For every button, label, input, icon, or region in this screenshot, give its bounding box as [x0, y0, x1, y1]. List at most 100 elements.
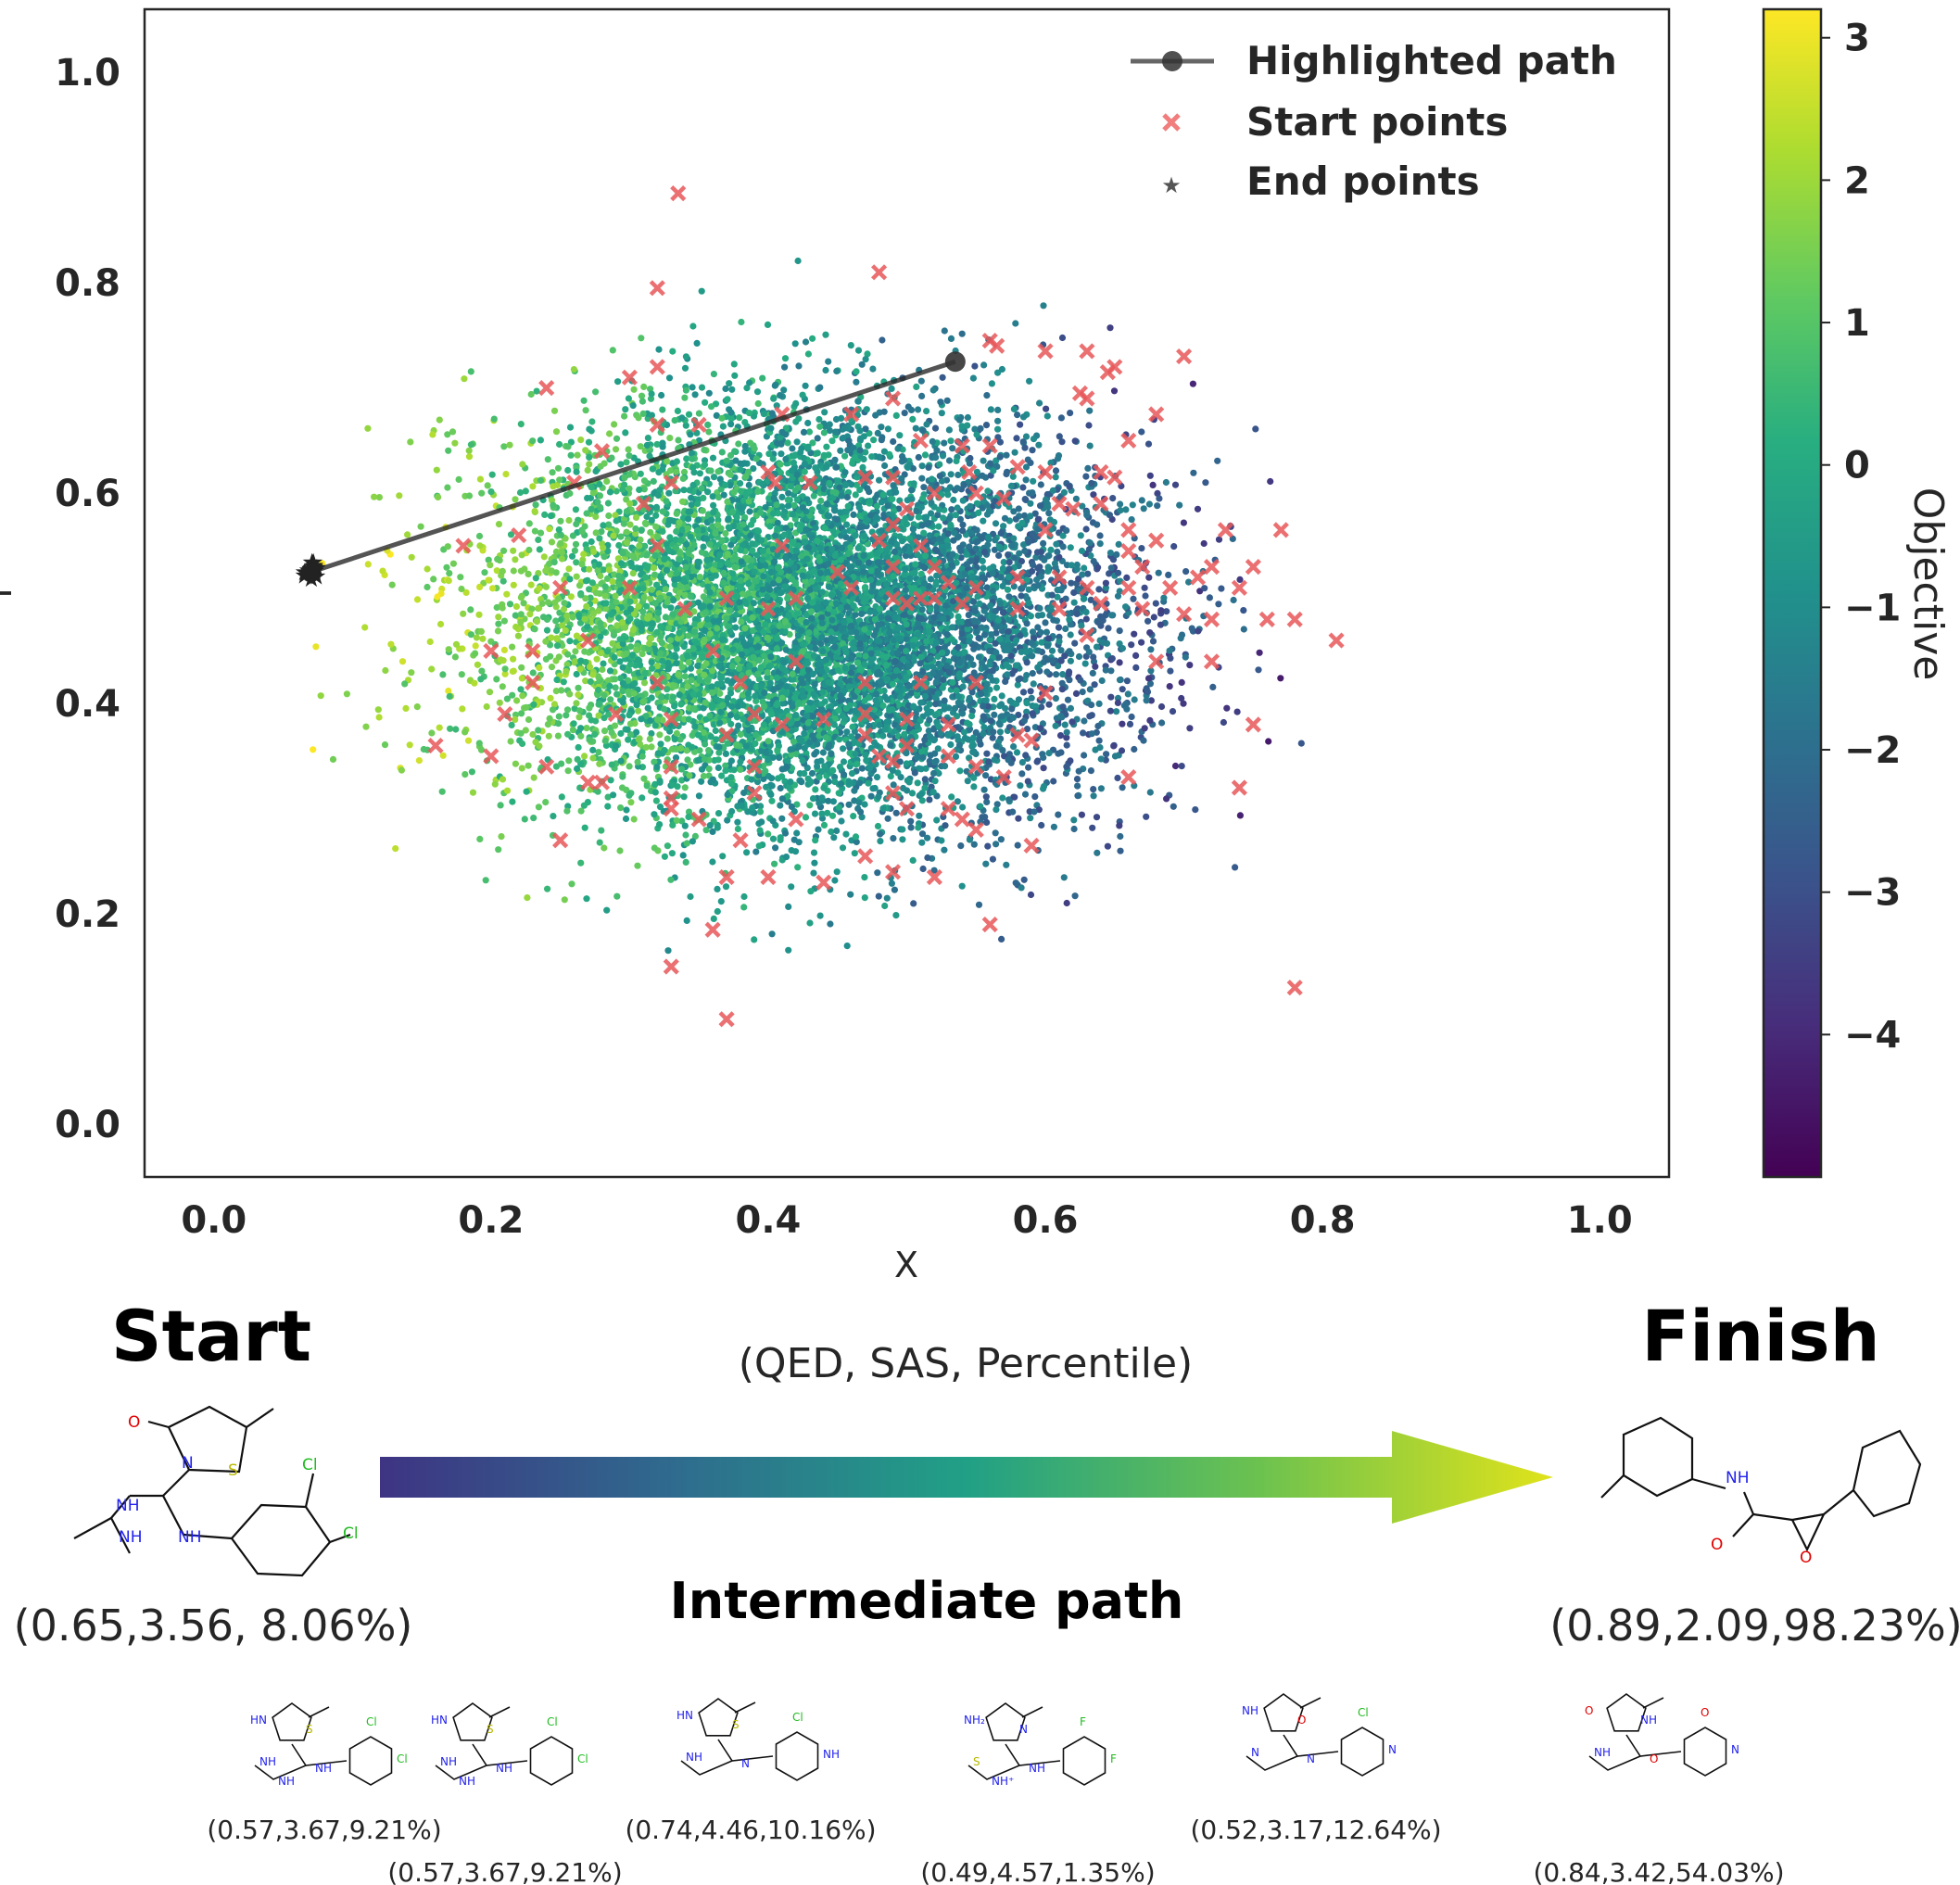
cloud-point	[521, 704, 528, 712]
cloud-point	[664, 735, 671, 742]
cloud-point	[1030, 436, 1038, 443]
cloud-point	[1025, 764, 1032, 771]
cloud-point	[780, 386, 788, 394]
cloud-point	[738, 318, 745, 326]
cloud-point	[612, 446, 620, 453]
cloud-point	[1057, 647, 1065, 654]
cloud-point	[848, 770, 856, 778]
cloud-point	[638, 526, 645, 535]
cloud-point	[989, 855, 996, 863]
cloud-point	[1023, 708, 1031, 715]
cloud-point	[639, 398, 647, 405]
cloud-point	[735, 440, 742, 448]
cloud-point	[869, 582, 877, 589]
cloud-point	[1075, 767, 1082, 775]
cloud-point	[1017, 421, 1024, 428]
cloud-point	[1081, 595, 1088, 602]
cloud-point	[809, 335, 816, 342]
cloud-point	[616, 847, 624, 854]
cloud-point	[364, 561, 372, 568]
cloud-point	[1065, 670, 1072, 677]
cloud-point	[853, 378, 860, 386]
cloud-point	[413, 596, 422, 603]
cloud-point	[982, 422, 991, 429]
cloud-point	[1034, 757, 1042, 765]
cloud-point	[433, 466, 440, 474]
cloud-point	[705, 765, 713, 773]
cloud-point	[1052, 695, 1059, 702]
cloud-point	[1082, 615, 1090, 623]
cloud-point	[542, 638, 550, 645]
cloud-point	[568, 880, 575, 888]
cloud-point	[614, 378, 622, 386]
cloud-point	[447, 725, 454, 732]
cloud-point	[992, 520, 1000, 527]
cloud-point	[1178, 678, 1185, 687]
cloud-point	[995, 551, 1003, 560]
cloud-point	[1090, 786, 1097, 793]
cloud-point	[623, 806, 630, 814]
cloud-point	[549, 469, 556, 476]
cloud-point	[375, 494, 383, 501]
cloud-point	[493, 676, 500, 683]
cloud-point	[573, 559, 580, 566]
cloud-point	[778, 493, 786, 501]
cloud-point	[1119, 720, 1126, 727]
cloud-point	[1032, 553, 1040, 562]
cloud-point	[1003, 861, 1010, 868]
cloud-point	[682, 422, 689, 429]
cloud-point	[1114, 774, 1121, 782]
cloud-point	[917, 699, 925, 706]
cloud-point	[497, 802, 504, 809]
cloud-point	[1058, 679, 1066, 687]
cloud-point	[457, 574, 464, 581]
cloud-point	[984, 842, 992, 850]
cloud-point	[982, 860, 990, 867]
cloud-point	[1146, 789, 1154, 796]
cloud-point	[757, 803, 765, 810]
cloud-point	[957, 554, 965, 562]
cloud-point	[564, 651, 572, 658]
cloud-point	[1007, 482, 1015, 490]
cloud-point	[682, 858, 689, 867]
cloud-point	[1178, 694, 1185, 702]
cloud-point	[626, 791, 633, 799]
cloud-point	[820, 821, 828, 829]
cloud-point	[964, 778, 971, 785]
cloud-point	[1067, 410, 1074, 417]
cloud-point	[1114, 699, 1121, 707]
cloud-point	[949, 445, 956, 452]
cloud-point	[1128, 516, 1135, 524]
cloud-point	[901, 410, 908, 417]
cloud-point	[679, 852, 687, 859]
cloud-point	[875, 892, 882, 900]
cloud-point	[388, 581, 396, 588]
cloud-point	[462, 771, 469, 778]
cloud-point	[1087, 767, 1094, 775]
cloud-point	[1067, 544, 1074, 551]
cloud-point	[548, 634, 555, 641]
cloud-point	[544, 456, 551, 463]
cloud-point	[686, 772, 693, 779]
cloud-point	[945, 426, 953, 434]
cloud-point	[724, 816, 731, 824]
cloud-point	[501, 670, 509, 677]
cloud-point	[917, 377, 925, 385]
cloud-point	[971, 362, 979, 370]
cloud-point	[630, 816, 638, 823]
cloud-point	[610, 629, 618, 637]
cloud-point	[819, 749, 828, 756]
cloud-point	[548, 664, 556, 671]
cloud-point	[586, 736, 593, 743]
cloud-point	[1071, 639, 1079, 647]
cloud-point	[613, 892, 621, 900]
cloud-point	[1075, 652, 1083, 661]
cloud-point	[892, 912, 900, 919]
cloud-point	[959, 521, 967, 528]
cloud-point	[699, 507, 706, 514]
cloud-point	[1131, 745, 1138, 753]
cloud-point	[527, 581, 535, 588]
cloud-point	[1107, 693, 1115, 701]
cloud-point	[1010, 405, 1018, 412]
cloud-point	[479, 635, 487, 642]
